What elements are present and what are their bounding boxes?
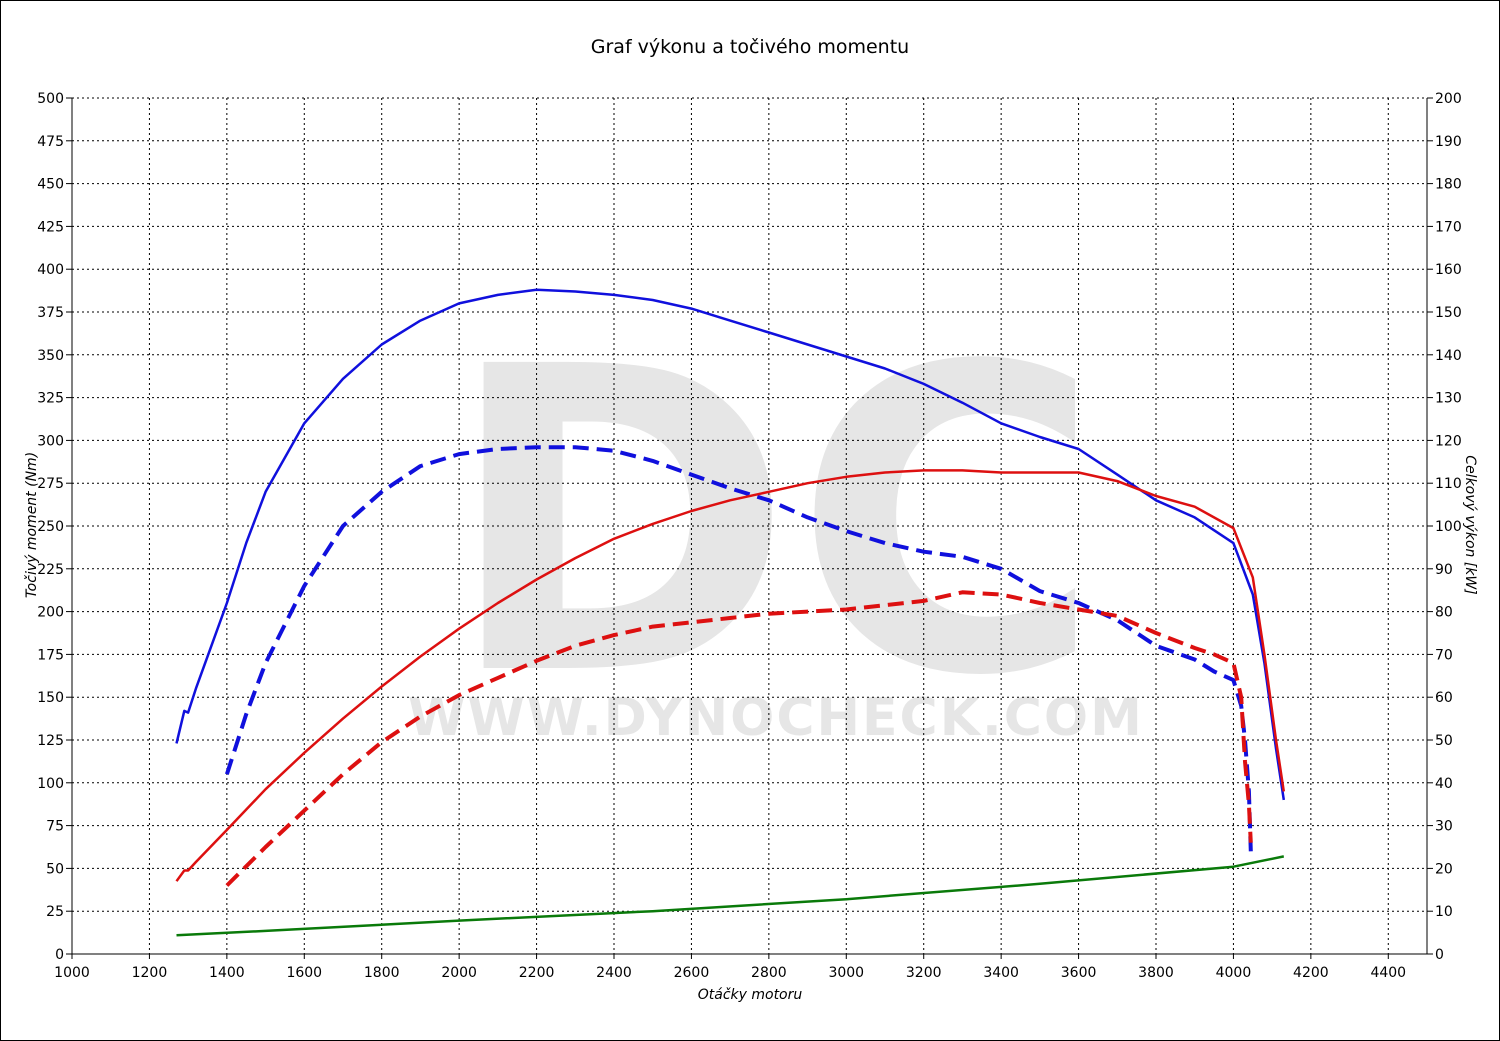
x-tick-label: 3000 [828,965,864,981]
y-left-tick-label: 450 [37,177,64,193]
y-right-tick-label: 140 [1435,348,1462,364]
y-left-tick-label: 300 [37,433,64,449]
y-left-tick-label: 175 [37,647,64,663]
x-tick-label: 1200 [132,965,168,981]
y-right-tick-label: 30 [1435,819,1453,835]
y-left-tick-label: 0 [55,947,64,963]
x-tick-label: 3800 [1138,965,1174,981]
y-right-tick-label: 170 [1435,219,1462,235]
y-right-tick-label: 0 [1435,947,1444,963]
y-axis-left-label: Točivý moment (Nm) [24,452,40,598]
x-tick-label: 3600 [1061,965,1097,981]
series [175,288,1286,937]
y-right-tick-label: 40 [1435,776,1453,792]
y-left-tick-label: 200 [37,605,64,621]
x-tick-label: 4000 [1216,965,1252,981]
y-left-tick-label: 250 [37,519,64,535]
grid [72,97,1427,954]
y-left-tick-label: 375 [37,305,64,321]
series-line-1 [175,288,1286,801]
watermark-logo: DC [445,279,1102,768]
x-tick-label: 2400 [596,965,632,981]
x-tick-label: 2200 [519,965,555,981]
y-axis-right-label: Celkový výkon [kW] [1462,455,1478,594]
y-right-tick-label: 10 [1435,904,1453,920]
y-right-tick-label: 90 [1435,562,1453,578]
x-tick-label: 1600 [286,965,322,981]
y-left-tick-label: 25 [46,904,64,920]
x-tick-label: 1400 [209,965,245,981]
y-left-tick-label: 325 [37,391,64,407]
watermark-url: WWW.DYNOCHECK.COM [408,688,1144,748]
axes [66,97,1433,959]
y-right-tick-label: 50 [1435,733,1453,749]
x-axis-label: Otáčky motoru [698,987,803,1003]
y-right-tick-label: 190 [1435,134,1462,150]
x-tick-label: 3400 [983,965,1019,981]
y-right-tick-label: 110 [1435,476,1462,492]
y-right-tick-label: 60 [1435,690,1453,706]
x-tick-label: 4400 [1370,965,1406,981]
series-line-5 [176,855,1285,937]
y-left-tick-label: 350 [37,348,64,364]
y-left-tick-label: 50 [46,861,64,877]
y-right-tick-label: 70 [1435,647,1453,663]
y-left-tick-label: 475 [37,134,64,150]
y-right-tick-label: 130 [1435,391,1462,407]
y-left-tick-label: 150 [37,690,64,706]
y-left-tick-label: 100 [37,776,64,792]
y-left-tick-label: 225 [37,562,64,578]
x-tick-label: 2000 [441,965,477,981]
y-left-tick-label: 400 [37,262,64,278]
x-tick-label: 4200 [1293,965,1329,981]
series-line-3 [175,469,1286,882]
y-left-tick-label: 500 [37,91,64,107]
series-line-2 [224,445,1253,852]
watermark: DC WWW.DYNOCHECK.COM [408,279,1144,768]
y-left-tick-label: 275 [37,476,64,492]
x-tick-label: 1000 [54,965,90,981]
chart-title: Graf výkonu a točivého momentu [591,36,909,58]
y-right-tick-label: 200 [1435,91,1462,107]
x-tick-label: 2600 [674,965,710,981]
y-left-tick-label: 425 [37,219,64,235]
y-right-tick-label: 100 [1435,519,1462,535]
series-line-4 [225,590,1253,887]
x-tick-label: 1800 [364,965,400,981]
y-right-tick-label: 20 [1435,861,1453,877]
y-right-tick-label: 120 [1435,433,1462,449]
y-right-tick-label: 180 [1435,177,1462,193]
x-tick-label: 2800 [751,965,787,981]
y-right-tick-label: 150 [1435,305,1462,321]
y-right-tick-label: 80 [1435,605,1453,621]
x-tick-label: 3200 [906,965,942,981]
tick-labels: 1000 1200 1400 1600 1800 2000 2200 2400 2600 2800… [37,91,1461,981]
y-right-tick-label: 160 [1435,262,1462,278]
y-left-tick-label: 75 [46,819,64,835]
y-left-tick-label: 125 [37,733,64,749]
